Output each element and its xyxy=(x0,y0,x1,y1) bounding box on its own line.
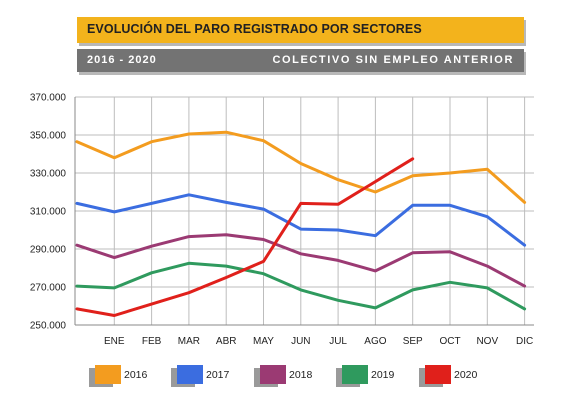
x-tick-label: MAR xyxy=(178,336,200,347)
chart-title-bar: EVOLUCIÓN DEL PARO REGISTRADO POR SECTOR… xyxy=(77,17,524,43)
x-tick-label: JUN xyxy=(291,336,310,347)
x-tick-label: SEP xyxy=(403,336,423,347)
y-tick-label: 310.000 xyxy=(30,207,67,218)
chart-title: EVOLUCIÓN DEL PARO REGISTRADO POR SECTOR… xyxy=(87,22,422,36)
y-tick-label: 290.000 xyxy=(30,245,67,256)
series-line-2017 xyxy=(75,193,527,247)
legend-swatch-2019 xyxy=(336,365,368,387)
legend-label-2019: 2019 xyxy=(371,369,395,381)
collective-label: COLECTIVO SIN EMPLEO ANTERIOR xyxy=(272,54,514,66)
x-tick-label: AGO xyxy=(364,336,386,347)
chart-legend: 2016 2017 2018 2019 2020 xyxy=(89,365,495,389)
x-tick-label: MAY xyxy=(253,336,274,347)
legend-label-2016: 2016 xyxy=(124,369,148,381)
chart-subtitle-bar: 2016 - 2020 COLECTIVO SIN EMPLEO ANTERIO… xyxy=(77,49,524,72)
y-tick-label: 250.000 xyxy=(30,321,67,332)
legend-label-2017: 2017 xyxy=(206,369,230,381)
x-tick-label: NOV xyxy=(476,336,498,347)
legend-swatch-2016 xyxy=(89,365,121,387)
legend-swatch-2018 xyxy=(254,365,286,387)
legend-label-2018: 2018 xyxy=(289,369,313,381)
y-tick-label: 270.000 xyxy=(30,283,67,294)
y-tick-label: 370.000 xyxy=(30,93,67,104)
x-tick-label: DIC xyxy=(516,336,533,347)
x-tick-label: OCT xyxy=(439,336,460,347)
period-label: 2016 - 2020 xyxy=(87,54,157,66)
series-line-2016 xyxy=(75,130,527,204)
legend-swatch-2017 xyxy=(171,365,203,387)
x-tick-label: ABR xyxy=(216,336,237,347)
legend-label-2020: 2020 xyxy=(454,369,478,381)
x-tick-label: FEB xyxy=(142,336,162,347)
y-tick-label: 350.000 xyxy=(30,131,67,142)
y-tick-label: 330.000 xyxy=(30,169,67,180)
series-line-2020 xyxy=(75,157,415,317)
x-tick-label: ENE xyxy=(104,336,125,347)
line-chart: 250.000 270.000 290.000 310.000 330.000 350.0… xyxy=(30,93,534,347)
legend-swatch-2020 xyxy=(419,365,451,387)
x-tick-label: JUL xyxy=(329,336,347,347)
series-line-2018 xyxy=(75,233,527,288)
series-line-2019 xyxy=(75,261,527,311)
